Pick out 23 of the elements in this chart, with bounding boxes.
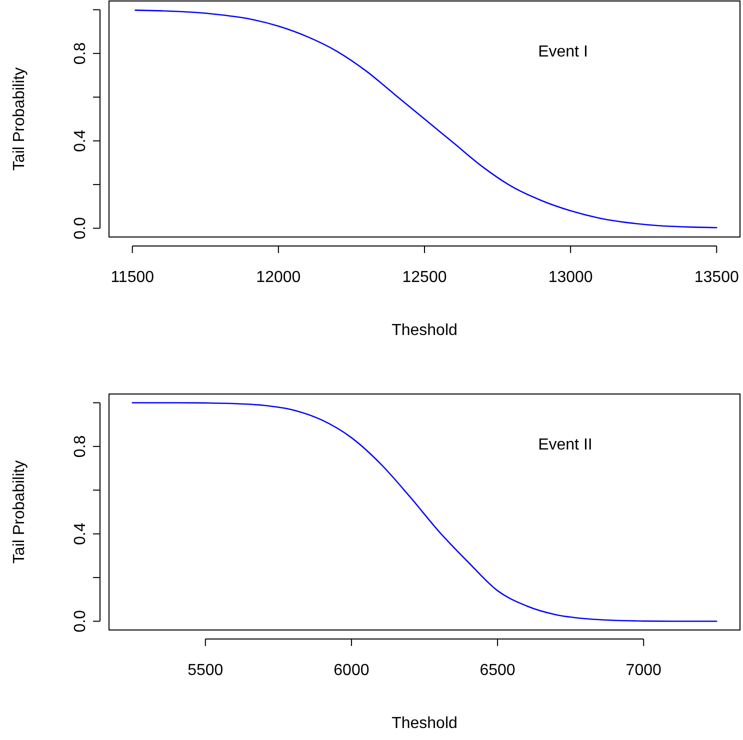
- y-tick-label: 0.8: [72, 435, 89, 458]
- y-tick-label: 0.8: [72, 42, 89, 65]
- y-axis-title: Tail Probability: [11, 460, 28, 564]
- x-tick-label: 6500: [480, 662, 516, 679]
- x-axis-title: Theshold: [392, 715, 458, 732]
- y-tick-label: 0.4: [72, 522, 89, 545]
- y-tick-label: 0.0: [72, 217, 89, 240]
- line-series: [134, 10, 718, 228]
- x-tick-label: 6000: [334, 662, 370, 679]
- x-tick-label: 13500: [694, 269, 739, 286]
- annotation: Event II: [538, 436, 592, 454]
- y-tick-label: 0.0: [72, 610, 89, 632]
- x-tick-label: 13000: [548, 269, 593, 286]
- x-tick-label: 5500: [188, 662, 224, 679]
- x-tick-label: 11500: [110, 269, 154, 286]
- y-axis-title: Tail Probability: [11, 67, 28, 171]
- x-tick-label: 12000: [256, 269, 301, 286]
- line-series: [132, 402, 718, 622]
- x-tick-label: 7000: [626, 662, 662, 679]
- x-tick-label: 12500: [402, 269, 447, 286]
- x-axis-title: Theshold: [392, 322, 458, 339]
- y-tick-label: 0.4: [72, 130, 89, 152]
- annotation: Event I: [538, 43, 588, 60]
